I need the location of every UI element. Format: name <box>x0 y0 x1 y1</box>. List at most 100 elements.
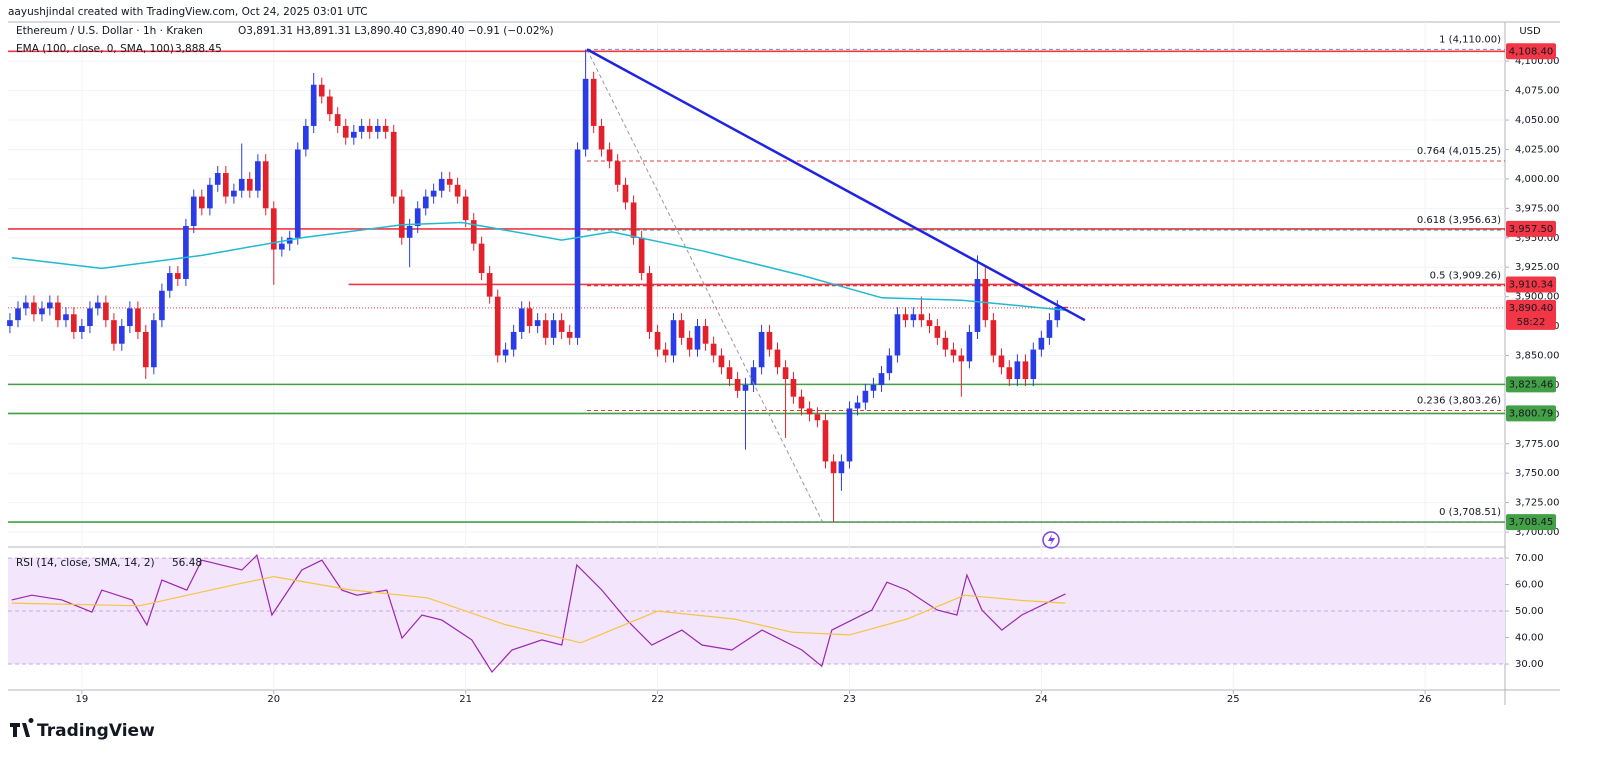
y-tick-label: 60.00 <box>1515 580 1544 591</box>
ema-legend: EMA (100, close, 0, SMA, 100) <box>16 43 174 55</box>
candle-body <box>990 320 997 356</box>
candle-body <box>127 308 133 327</box>
logo: TradingView <box>10 718 155 741</box>
candle-body <box>390 131 397 197</box>
candle-body <box>374 125 381 132</box>
candle-body <box>406 225 413 238</box>
candle-body <box>255 161 261 191</box>
candle-body <box>246 178 253 191</box>
candle-body <box>918 314 925 321</box>
candle-body <box>303 125 309 150</box>
candle-body <box>534 320 541 327</box>
candle-body <box>766 331 773 350</box>
candle-body <box>694 326 701 350</box>
candle-body <box>862 390 869 403</box>
symbol-title: Ethereum / U.S. Dollar · 1h · Kraken <box>16 25 203 37</box>
price-tag <box>1506 43 1556 60</box>
candle-body <box>159 290 165 321</box>
candle-body <box>1054 306 1061 321</box>
y-tick-label: 4,025.00 <box>1515 144 1560 155</box>
candle-body <box>846 408 853 462</box>
candle-body <box>870 384 877 391</box>
candle-body <box>526 308 533 327</box>
rsi-value: 56.48 <box>172 557 202 569</box>
candle-body <box>638 237 645 274</box>
candles <box>7 49 1069 523</box>
y-tick-label: 30.00 <box>1515 659 1544 670</box>
candle-body <box>670 320 677 356</box>
candle-body <box>798 396 805 409</box>
overlays <box>11 48 1086 523</box>
candle-body <box>198 196 205 209</box>
candle-body <box>1022 361 1029 380</box>
candle-body <box>1062 306 1069 308</box>
candle-body <box>454 184 461 197</box>
x-tick-label: 19 <box>76 694 89 705</box>
candle-body <box>1038 337 1045 350</box>
ema-line <box>11 221 1066 311</box>
y-tick-label: 3,975.00 <box>1515 203 1560 214</box>
candle-body <box>582 78 589 150</box>
candle-body <box>382 125 389 132</box>
candle-body <box>838 461 845 474</box>
candle-body <box>806 408 813 415</box>
candle-body <box>438 178 445 191</box>
y-tick-label: 3,750.00 <box>1515 468 1560 479</box>
candle-body <box>758 331 765 368</box>
candle-body <box>518 308 525 332</box>
candle-body <box>782 367 789 380</box>
rsi-line <box>11 554 1066 673</box>
candle-body <box>1046 320 1053 338</box>
y-tick-label: 3,900.00 <box>1515 292 1560 303</box>
candle-body <box>566 331 573 338</box>
candle-body <box>31 302 37 315</box>
candle-body <box>998 355 1005 368</box>
candle-body <box>279 243 285 250</box>
candle-body <box>414 208 421 226</box>
y-tick-label: 4,000.00 <box>1515 174 1560 185</box>
y-tick-label: 40.00 <box>1515 633 1544 644</box>
candle-body <box>886 355 893 374</box>
candle-body <box>590 78 597 126</box>
fib-label: 0 (3,708.51) <box>1439 507 1501 518</box>
x-tick-label: 22 <box>651 694 664 705</box>
candle-body <box>726 367 733 380</box>
candle-body <box>342 125 349 138</box>
candle-body <box>654 331 661 350</box>
candle-body <box>318 84 325 97</box>
last-price-tag <box>1506 299 1556 330</box>
y-tick-label: 4,075.00 <box>1515 86 1560 97</box>
ohlc: O3,891.31 H3,891.31 L3,890.40 C3,890.40 … <box>238 25 554 37</box>
candle-body <box>231 190 237 197</box>
currency-label: USD <box>1519 26 1541 37</box>
candle-body <box>142 331 149 368</box>
candle-body <box>926 320 933 327</box>
y-tick-label: 70.00 <box>1515 553 1544 564</box>
x-tick-label: 23 <box>843 694 856 705</box>
rsi-line <box>11 575 1066 644</box>
y-tick-label: 3,775.00 <box>1515 439 1560 450</box>
candle-body <box>1014 361 1021 380</box>
candle-body <box>494 296 501 356</box>
candle-body <box>118 326 125 344</box>
candle-body <box>151 320 157 368</box>
candle-body <box>1030 349 1037 380</box>
candle-body <box>822 420 829 462</box>
fib-label: 0.764 (4,015.25) <box>1417 146 1501 157</box>
price-tag-label: 4,108.40 <box>1509 46 1554 57</box>
candle-body <box>398 196 405 238</box>
price-tag-label: 3,957.50 <box>1509 224 1554 235</box>
candle-body <box>974 278 981 332</box>
candle-body <box>510 331 517 350</box>
price-tag <box>1506 376 1556 393</box>
candle-body <box>662 349 669 356</box>
candle-body <box>183 225 189 279</box>
candle-body <box>646 273 653 332</box>
price-tag-label: 3,910.34 <box>1509 279 1554 290</box>
candle-body <box>462 196 469 221</box>
candle-body <box>478 243 485 274</box>
candle-body <box>422 196 429 209</box>
candle-body <box>166 273 173 291</box>
candle-body <box>39 308 45 315</box>
